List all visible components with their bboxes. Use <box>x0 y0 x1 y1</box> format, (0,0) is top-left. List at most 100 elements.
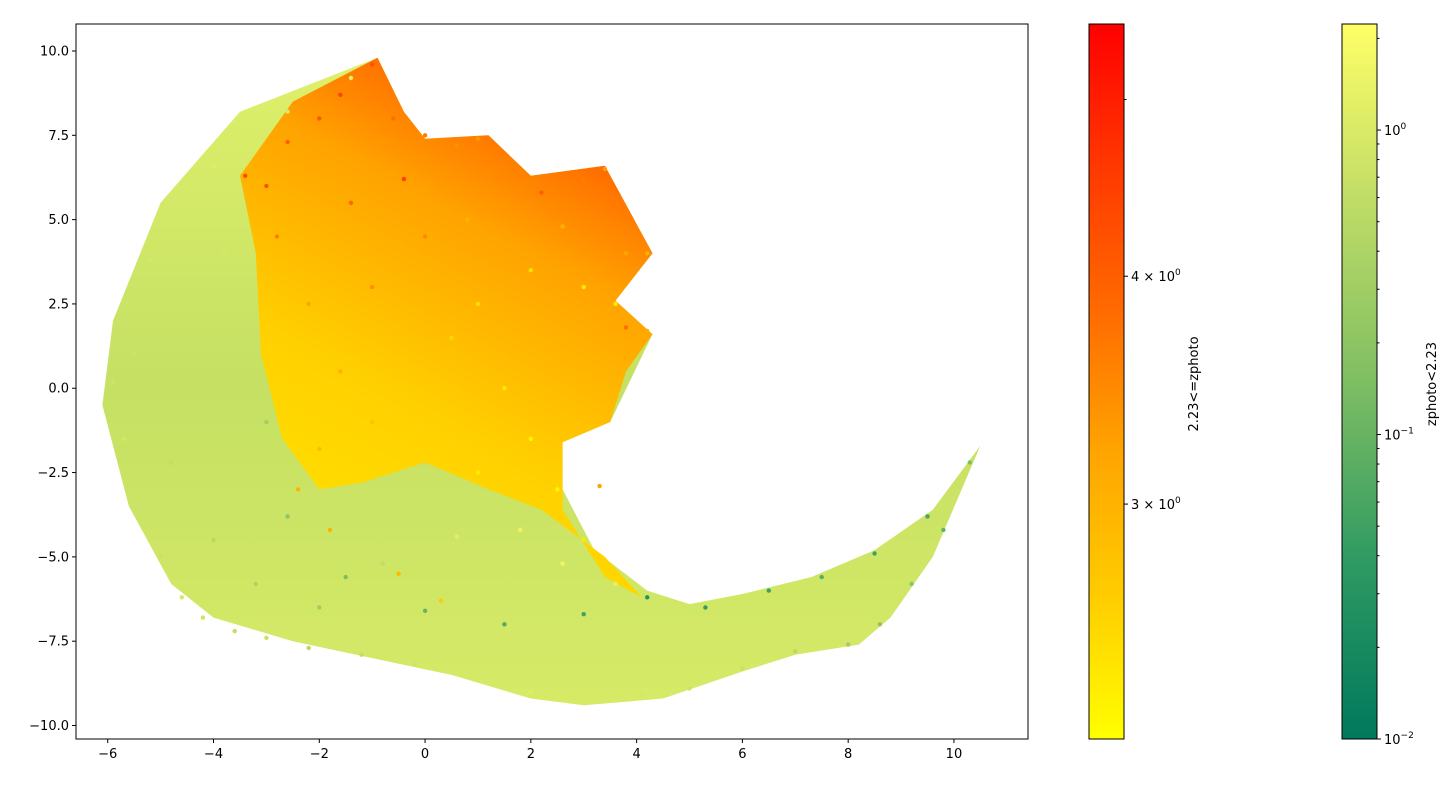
scatter-point <box>121 436 126 441</box>
scatter-point <box>502 386 507 391</box>
scatter-point <box>243 173 248 178</box>
scatter-point <box>285 109 290 114</box>
scatter-point <box>819 574 824 580</box>
scatter-point <box>422 234 428 239</box>
colorbar-tick-label: 3 × 100 <box>1131 496 1181 513</box>
y-axis: 10.0 7.5 5.0 2.5 0.0 −2.5 −5.0 −7.5 −10.0 <box>29 44 76 734</box>
scatter-point <box>317 446 322 452</box>
scatter-point <box>539 190 544 195</box>
scatter-point <box>475 136 481 141</box>
scatter-point <box>338 92 343 98</box>
scatter-point <box>475 301 481 307</box>
scatter-point <box>264 183 269 189</box>
scatter-point <box>475 470 481 475</box>
colorbar-low-gradient <box>1341 23 1378 740</box>
scatter-point <box>370 419 375 425</box>
y-tick-label: 0.0 <box>48 382 69 397</box>
scatter-point <box>645 595 650 600</box>
scatter-point <box>502 622 507 627</box>
scatter-point <box>793 649 798 654</box>
scatter-point <box>306 645 311 651</box>
scatter-point <box>142 504 147 509</box>
scatter-point <box>396 571 401 576</box>
scatter-point <box>518 527 523 533</box>
scatter-point <box>645 328 650 334</box>
colorbar-tick-label: 100 <box>1384 122 1407 139</box>
x-tick-label: 0 <box>421 747 429 762</box>
scatter-point <box>147 257 153 263</box>
y-tick-label: −7.5 <box>37 635 69 650</box>
y-tick-label: −2.5 <box>37 466 69 481</box>
scatter-point <box>613 581 618 587</box>
scatter-point <box>560 224 565 229</box>
x-tick-label: −2 <box>310 747 329 762</box>
y-tick-label: 10.0 <box>40 44 69 59</box>
scatter-point <box>438 598 444 603</box>
scatter-point <box>232 628 237 634</box>
scatter-point <box>449 335 454 340</box>
x-tick-label: 10 <box>946 747 963 762</box>
scatter-point <box>370 284 375 290</box>
y-tick-label: −10.0 <box>29 719 69 734</box>
scatter-point <box>158 554 163 560</box>
colorbar-high-ticks: 3 × 100 4 × 100 <box>1124 98 1181 513</box>
scatter-point <box>465 217 470 222</box>
scatter-point <box>623 251 629 256</box>
scatter-point <box>169 460 174 465</box>
scatter-point <box>412 662 417 667</box>
scatter-point <box>327 527 333 533</box>
scatter-point <box>581 612 586 617</box>
scatter-point <box>597 483 602 489</box>
scatter-point <box>264 635 269 640</box>
scatter-point <box>274 234 280 239</box>
scatter-point <box>470 676 475 681</box>
x-tick-label: 2 <box>527 747 535 762</box>
scatter-point <box>264 419 269 425</box>
scatter-point <box>285 514 290 519</box>
scatter-point <box>581 696 586 701</box>
scatter-point <box>645 251 650 256</box>
scatter-point <box>555 487 560 492</box>
scatter-point <box>359 652 364 657</box>
scatter-point <box>925 514 930 519</box>
scatter-point <box>317 605 322 610</box>
scatter-point <box>613 301 618 307</box>
scatter-point <box>285 139 290 145</box>
scatter-point <box>343 574 348 580</box>
axes-frame <box>75 23 1029 740</box>
scatter-point <box>740 666 745 671</box>
scatter-point <box>253 581 258 587</box>
scatter-point <box>295 487 301 492</box>
x-tick-label: 6 <box>738 747 746 762</box>
scatter-point <box>211 537 216 543</box>
scatter-point <box>179 595 184 600</box>
scatter-point <box>602 166 608 172</box>
scatter-point <box>370 62 375 67</box>
scatter-point <box>581 176 586 182</box>
high-redshift-cloud <box>240 57 653 598</box>
scatter-point <box>639 693 645 698</box>
colorbar-high-label: 2.23<=zphoto <box>1187 336 1202 431</box>
scatter-point <box>391 116 396 121</box>
y-tick-label: 2.5 <box>48 297 69 312</box>
scatter-point <box>110 379 116 384</box>
scatter-point <box>348 75 354 81</box>
colorbar-low-redshift: 100 10−1 10−2 zphoto<2.23 <box>1341 23 1440 748</box>
x-tick-label: 4 <box>632 747 640 762</box>
scatter-point <box>132 352 137 357</box>
scatter-point <box>581 284 586 290</box>
scatter-point <box>528 689 533 694</box>
scatter-point <box>454 534 459 539</box>
colorbar-low-ticks: 100 10−1 10−2 <box>1377 37 1414 748</box>
scatter-point <box>703 605 708 610</box>
x-tick-label: −6 <box>98 747 117 762</box>
colorbar-tick-label: 10−2 <box>1384 731 1414 748</box>
x-tick-label: −4 <box>204 747 223 762</box>
scatter-point <box>306 301 311 307</box>
scatter-point <box>967 460 972 465</box>
scatter-point <box>687 686 692 691</box>
scatter-point <box>422 608 428 613</box>
scatter-point <box>528 436 533 441</box>
scatter-point <box>502 173 507 178</box>
scatter-point <box>317 116 322 121</box>
